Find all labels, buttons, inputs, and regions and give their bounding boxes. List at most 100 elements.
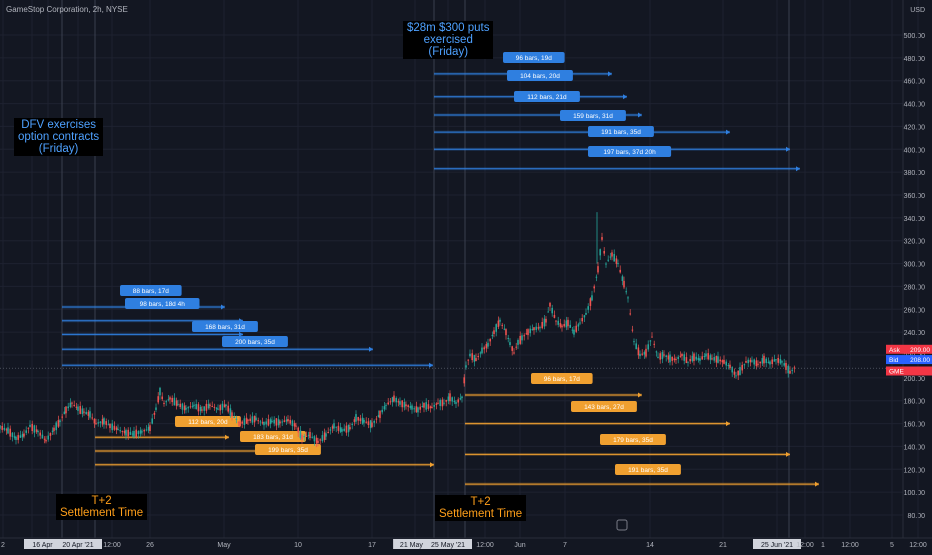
candle-body [601,237,603,240]
candle-body [507,337,509,339]
candle-body [727,365,730,367]
x-tick-label: May [217,542,231,549]
price-tag-bg [886,366,932,376]
candle-body [675,359,677,361]
candle-body [221,403,224,410]
candle-body [633,341,635,343]
candle-body [293,423,296,427]
candle-body [617,263,619,265]
y-tick-label: 240.00 [904,330,926,337]
candle-body [79,406,81,414]
candle-body [335,426,337,428]
candle-body [295,425,297,427]
x-tick-label: 21 May '2 [400,542,430,549]
x-tick-highlight [54,539,102,549]
candle-body [595,276,598,278]
candle-body [717,356,719,363]
y-tick-label: 300.00 [904,262,926,269]
candle-body [431,407,433,409]
blue-range-label: 159 bars, 31d [573,113,613,120]
candle-body [11,432,14,437]
candle-body [147,426,150,431]
candle-body [239,421,241,426]
candle-body [435,403,438,405]
orange-range-label-bg [531,373,593,384]
candle-body [433,405,435,407]
candle-body [439,400,441,406]
candle-body [673,358,676,361]
candle-body [653,343,655,345]
candle-body [117,428,119,430]
candle-body [365,421,367,423]
candle-body [481,347,483,354]
candle-body [173,397,176,406]
blue-range-label-bg [120,285,182,296]
candle-body [699,358,701,361]
candle-body [609,256,612,258]
candle-body [743,364,746,366]
candle-body [781,361,783,363]
candle-body [759,361,761,364]
candle-body [543,318,546,327]
candle-body [491,334,494,337]
y-tick-label: 120.00 [904,467,926,474]
candle-body [681,354,683,356]
candle-body [233,416,235,418]
candle-body [423,402,425,408]
candle-body [61,416,63,418]
x-tick-label: 12:00 [476,542,494,549]
price-tag-value: 208.00 [910,357,930,364]
candle-body [91,417,93,419]
candle-body [53,427,55,431]
candle-body [643,352,646,355]
blue-range-label: 112 bars, 21d [527,94,567,101]
candle-body [271,420,273,422]
x-tick-label: 16 Apr '21 [32,542,63,549]
candle-body [317,440,319,443]
candle-body [463,377,465,384]
candle-body [775,359,777,361]
candle-body [559,323,562,327]
candle-body [591,295,593,301]
candle-body [583,315,586,318]
candle-body [777,357,779,363]
candle-body [645,348,647,357]
candle-body [669,354,671,363]
candle-body [665,355,667,358]
candle-body [667,355,670,360]
orange-range-label: 191 bars, 35d [628,467,668,474]
y-tick-label: 140.00 [904,444,926,451]
orange-range-arrow [430,462,434,468]
candle-body [741,364,743,371]
blue-range-label-bg [192,321,258,332]
candle-body [323,432,326,440]
candle-body [477,356,479,358]
candle-body [109,423,111,429]
candle-body [231,412,233,417]
candle-body [297,427,299,433]
candle-body [655,351,658,353]
candle-body [47,435,49,440]
candle-body [429,406,432,408]
candle-body [517,340,519,345]
candle-body [725,361,727,366]
candle-body [635,343,637,350]
candle-body [29,424,31,427]
candle-body [581,317,583,322]
candle-body [515,346,517,348]
candle-body [247,419,249,421]
blue-range-label-bg [560,110,626,121]
orange-range-arrow [638,392,642,398]
candle-body [237,421,240,423]
candle-body [401,400,403,408]
candle-body [371,422,373,427]
candle-body [713,357,715,361]
candle-body [303,436,305,438]
candle-body [123,430,126,434]
candle-body [103,418,105,425]
candle-body [227,405,229,412]
candle-body [705,353,707,357]
blue-range-label-bg [503,52,565,63]
orange-range-arrow [786,451,790,457]
candle-body [387,402,389,405]
